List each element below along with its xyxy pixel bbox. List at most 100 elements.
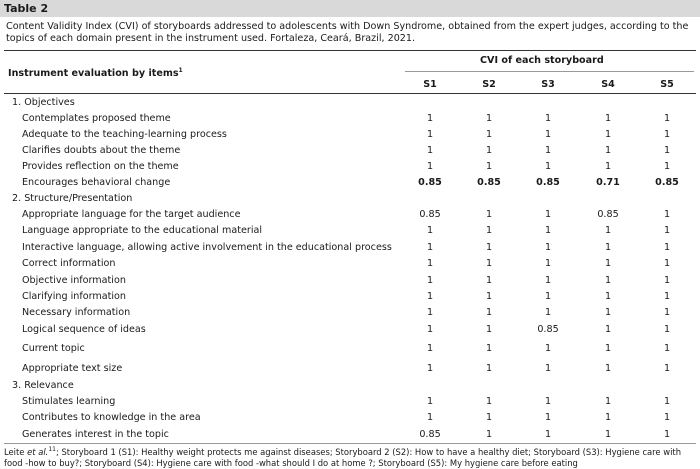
cvi-value-s1: 1: [426, 145, 434, 156]
cvi-value-s3: 1: [544, 145, 552, 156]
row-label: Correct information: [22, 258, 116, 269]
section-header: 3. Relevance: [0, 378, 700, 394]
cvi-value-s2: 1: [485, 324, 493, 335]
cvi-value-s5: 1: [663, 324, 671, 335]
table-row: Objective information 1 1 1 1 1: [0, 273, 700, 289]
cvi-value-s5: 1: [663, 129, 671, 140]
table-row: Necessary information 1 1 1 1 1: [0, 305, 700, 321]
column-header-s5: S5: [660, 79, 674, 90]
cvi-value-s3: 1: [544, 343, 552, 354]
cvi-value-s1: 1: [426, 161, 434, 172]
cvi-value-s2: 1: [485, 209, 493, 220]
cvi-value-s3: 1: [544, 161, 552, 172]
cvi-value-s1: 0.85: [419, 209, 441, 220]
cvi-value-s4: 0.85: [597, 209, 619, 220]
table-row: Clarifies doubts about the theme 1 1 1 1 1: [0, 143, 700, 159]
cvi-value-s1: 1: [426, 412, 434, 423]
column-header-s2: S2: [482, 79, 496, 90]
cvi-value-s5: 1: [663, 412, 671, 423]
cvi-value-s3: 1: [544, 307, 552, 318]
cvi-value-s4: 1: [604, 396, 612, 407]
table-caption: Content Validity Index (CVI) of storyboa…: [6, 21, 689, 44]
section-header: 2. Structure/Presentation: [0, 191, 700, 207]
section-title: 3. Relevance: [12, 380, 74, 391]
cvi-value-s3: 1: [544, 275, 552, 286]
cvi-value-s2: 1: [485, 145, 493, 156]
cvi-value-s2: 1: [485, 242, 493, 253]
cvi-value-s3: 1: [544, 396, 552, 407]
cvi-value-s3: 1: [544, 412, 552, 423]
cvi-value-s1: 1: [426, 291, 434, 302]
cvi-value-s5: 1: [663, 209, 671, 220]
cvi-value-s3: 0.85: [537, 324, 559, 335]
column-header-items: Instrument evaluation by items1: [8, 67, 183, 80]
cvi-value-s5: 1: [663, 225, 671, 236]
section-header: 1. Objectives: [0, 95, 700, 111]
row-label: Appropriate text size: [22, 363, 123, 374]
section-title: 1. Objectives: [12, 97, 75, 108]
column-group-header: CVI of each storyboard: [480, 55, 604, 66]
row-label: Encourages behavioral change: [22, 177, 171, 188]
table-row: Clarifying information 1 1 1 1 1: [0, 289, 700, 305]
cvi-value-s3: 1: [544, 363, 552, 374]
row-label: Stimulates learning: [22, 396, 116, 407]
cvi-value-s2: 1: [485, 113, 493, 124]
table-row: Language appropriate to the educational …: [0, 223, 700, 239]
cvi-value-s1: 1: [426, 258, 434, 269]
cvi-value-s2: 1: [485, 429, 493, 440]
table-row: Logical sequence of ideas 1 1 0.85 1 1: [0, 322, 700, 338]
cvi-value-s5: 1: [663, 343, 671, 354]
cvi-value-s4: 1: [604, 225, 612, 236]
row-label: Generates interest in the topic: [22, 429, 169, 440]
cvi-value-s1: 0.85: [419, 429, 441, 440]
cvi-value-s2: 1: [485, 129, 493, 140]
row-label: Interactive language, allowing active in…: [22, 242, 392, 253]
row-label: Clarifies doubts about the theme: [22, 145, 181, 156]
row-label: Appropriate language for the target audi…: [22, 209, 241, 220]
cvi-value-s5: 1: [663, 113, 671, 124]
cvi-value-s1: 1: [426, 343, 434, 354]
table-row: Contemplates proposed theme 1 1 1 1 1: [0, 111, 700, 127]
cvi-value-s2: 1: [485, 396, 493, 407]
table-row: Appropriate language for the target audi…: [0, 207, 700, 223]
cvi-value-s1: 1: [426, 129, 434, 140]
cvi-value-s5: 1: [663, 275, 671, 286]
group-rule: [405, 71, 694, 72]
top-rule: [4, 50, 696, 51]
row-label: Adequate to the teaching-learning proces…: [22, 129, 227, 140]
cvi-value-s1: 1: [426, 363, 434, 374]
cvi-value-s2: 1: [485, 363, 493, 374]
row-label: Language appropriate to the educational …: [22, 225, 263, 236]
table-row: Encourages behavioral change 0.85 0.85 0.85…: [0, 175, 700, 191]
table-row: Contributes to knowledge in the area 1 1 1 1…: [0, 410, 700, 426]
cvi-value-s5: 1: [663, 258, 671, 269]
table-row: Appropriate text size 1 1 1 1 1: [0, 361, 700, 377]
cvi-value-s4: 1: [604, 429, 612, 440]
cvi-value-s3: 1: [544, 129, 552, 140]
cvi-value-s4: 1: [604, 307, 612, 318]
cvi-value-s3: 1: [544, 242, 552, 253]
table-footnote: Leite et al.11; Storyboard 1 (S1): Healt…: [4, 446, 682, 468]
row-label: Provides reflection on the theme: [22, 161, 179, 172]
cvi-value-s3: 1: [544, 291, 552, 302]
table-row: Provides reflection on the theme 1 1 1 1 1: [0, 159, 700, 175]
row-label: Contemplates proposed theme: [22, 113, 171, 124]
cvi-value-s1: 1: [426, 307, 434, 318]
cvi-value-s4: 1: [604, 129, 612, 140]
cvi-value-s5: 1: [663, 396, 671, 407]
cvi-value-s5: 1: [663, 363, 671, 374]
cvi-value-s4: 1: [604, 242, 612, 253]
table-row: Stimulates learning 1 1 1 1 1: [0, 394, 700, 410]
cvi-value-s3: 1: [544, 258, 552, 269]
row-label: Objective information: [22, 275, 126, 286]
cvi-value-s2: 0.85: [477, 177, 501, 188]
cvi-value-s2: 1: [485, 291, 493, 302]
cvi-value-s5: 1: [663, 242, 671, 253]
cvi-value-s2: 1: [485, 161, 493, 172]
cvi-value-s1: 1: [426, 242, 434, 253]
cvi-value-s4: 1: [604, 161, 612, 172]
cvi-value-s1: 1: [426, 275, 434, 286]
column-header-s3: S3: [541, 79, 555, 90]
cvi-value-s5: 1: [663, 291, 671, 302]
